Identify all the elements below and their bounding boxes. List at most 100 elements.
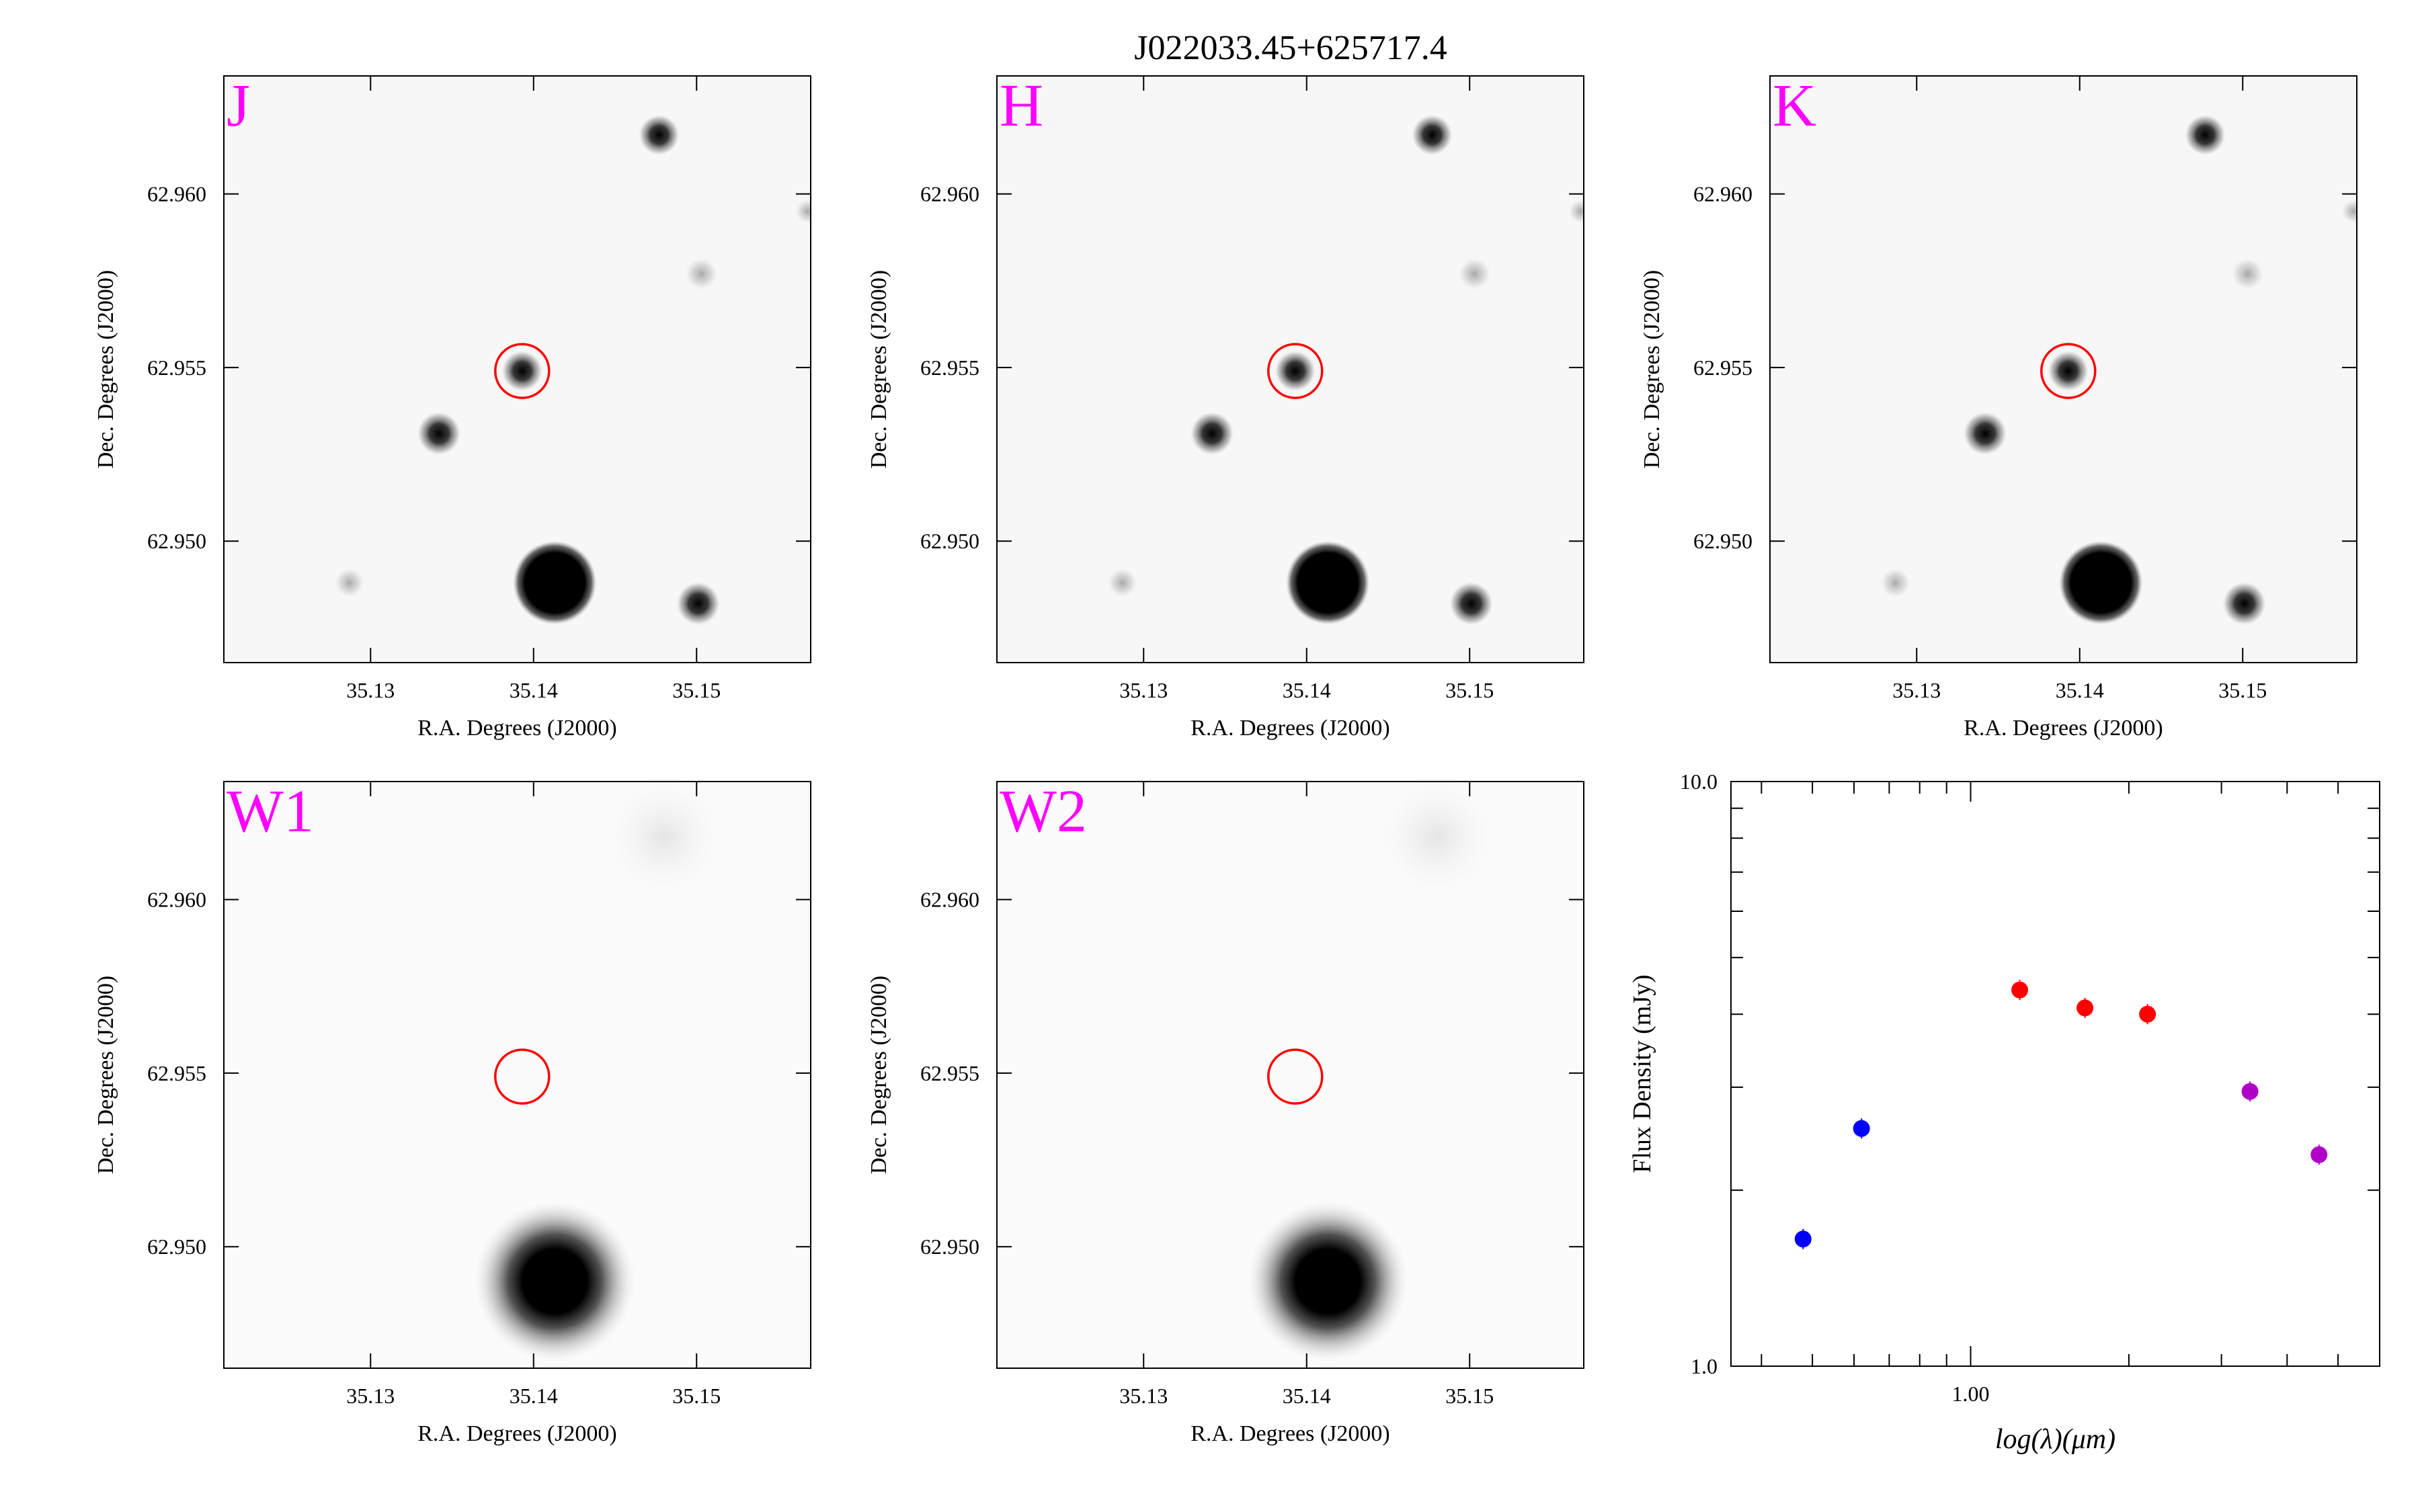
- x-tick-label: 35.15: [672, 678, 721, 702]
- panel-image: [997, 76, 1584, 663]
- x-tick-label: 35.13: [1119, 1384, 1168, 1408]
- star: [603, 782, 725, 898]
- star: [2059, 541, 2143, 625]
- panel-image: [224, 782, 811, 1368]
- sed-frame: [1730, 781, 2380, 1367]
- star: [1568, 199, 1584, 224]
- y-axis-label: Dec. Degrees (J2000): [866, 270, 891, 469]
- y-tick-label: 62.960: [920, 888, 979, 912]
- star: [2048, 351, 2089, 392]
- y-axis-label: Dec. Degrees (J2000): [1640, 270, 1664, 469]
- y-axis-label: Dec. Degrees (J2000): [93, 270, 118, 469]
- star: [2231, 257, 2264, 290]
- x-tick-label: 35.15: [1445, 678, 1494, 702]
- sed-point: [2241, 1083, 2259, 1100]
- panel-image: [997, 782, 1584, 1368]
- figure-title: J022033.45+625717.4: [1134, 29, 1447, 67]
- sed-x-axis-label: log(λ)(μm): [1995, 1424, 2115, 1455]
- band-label: K: [1773, 73, 1816, 139]
- target-circle: [494, 1048, 551, 1105]
- sed-y-axis-label: Flux Density (mJy): [1628, 974, 1656, 1173]
- y-tick-label: 62.955: [147, 1061, 206, 1085]
- sed-series-0: [1794, 1118, 1870, 1249]
- sed-series-2: [2241, 1081, 2328, 1165]
- y-tick-label: 62.955: [920, 355, 979, 380]
- star: [676, 582, 720, 626]
- sed-point: [2139, 1005, 2156, 1023]
- sed-y-tick-label: 1.0: [1691, 1354, 1718, 1378]
- sed-y-tick-label: 10.0: [1680, 769, 1718, 794]
- y-tick-label: 62.950: [1693, 529, 1752, 553]
- panel-j: J 35.13 35.14 35.15 62.960 62.955 62.950 R.A. D…: [93, 73, 811, 741]
- target-circle: [494, 343, 551, 399]
- x-tick-label: 35.13: [346, 678, 395, 702]
- star: [639, 114, 680, 155]
- y-axis-label: Dec. Degrees (J2000): [93, 976, 118, 1175]
- x-tick-label: 35.15: [672, 1384, 721, 1408]
- x-axis-label: R.A. Degrees (J2000): [1191, 716, 1390, 741]
- y-tick-label: 62.960: [147, 888, 206, 912]
- x-tick-label: 35.14: [510, 1384, 558, 1408]
- star: [795, 199, 811, 224]
- x-tick-label: 35.13: [346, 1384, 395, 1408]
- star: [2222, 582, 2266, 626]
- y-tick-label: 62.950: [920, 1234, 979, 1259]
- star: [1449, 582, 1493, 626]
- y-tick-label: 62.950: [920, 529, 979, 553]
- y-tick-label: 62.955: [920, 1061, 979, 1085]
- panel-image: [1770, 76, 2357, 663]
- star: [334, 568, 364, 598]
- star: [513, 541, 597, 625]
- x-axis-label: R.A. Degrees (J2000): [417, 716, 617, 741]
- star: [1376, 782, 1498, 898]
- y-tick-label: 62.960: [1693, 182, 1752, 206]
- y-tick-label: 62.960: [920, 182, 979, 206]
- star: [501, 351, 542, 392]
- target-circle: [1267, 343, 1324, 399]
- star: [1247, 1200, 1409, 1362]
- x-tick-label: 35.13: [1892, 678, 1941, 702]
- x-axis-label: R.A. Degrees (J2000): [1964, 716, 2163, 741]
- target-circle: [2040, 343, 2097, 399]
- star: [1286, 541, 1370, 625]
- x-tick-label: 35.13: [1119, 678, 1168, 702]
- star: [1964, 412, 2007, 456]
- panel-w1: W1 35.13 35.14 35.15 62.960 62.955 62.950 R.A. …: [93, 778, 811, 1446]
- panel-frame: [223, 75, 811, 663]
- panel-frame: [1769, 75, 2357, 663]
- sed-x-tick-label: 1.00: [1952, 1382, 1990, 1406]
- panel-k: K 35.13 35.14 35.15 62.960 62.955 62.950 R.A. D…: [1640, 73, 2357, 741]
- y-tick-label: 62.955: [1693, 355, 1752, 380]
- target-circle: [1267, 1048, 1324, 1105]
- x-axis-label: R.A. Degrees (J2000): [1191, 1421, 1390, 1446]
- star: [1191, 412, 1234, 456]
- x-tick-label: 35.14: [1283, 678, 1331, 702]
- y-tick-label: 62.960: [147, 182, 206, 206]
- x-tick-label: 35.14: [2056, 678, 2104, 702]
- y-tick-label: 62.950: [147, 1234, 206, 1259]
- star: [2185, 114, 2226, 155]
- sed-point: [1794, 1230, 1812, 1248]
- star: [1880, 568, 1910, 598]
- star: [685, 257, 718, 290]
- image-panels: J 35.13 35.14 35.15 62.960 62.955 62.950 R.A. D…: [93, 73, 2357, 1446]
- y-axis-label: Dec. Degrees (J2000): [866, 976, 891, 1175]
- sed-point: [1853, 1120, 1870, 1137]
- x-axis-label: R.A. Degrees (J2000): [417, 1421, 617, 1446]
- x-tick-label: 35.15: [2218, 678, 2267, 702]
- sed-point: [2310, 1146, 2328, 1163]
- band-label: J: [227, 73, 250, 139]
- x-tick-label: 35.15: [1445, 1384, 1494, 1408]
- sed-point: [2076, 999, 2094, 1017]
- sed-point: [2011, 981, 2029, 999]
- panel-w2: W2 35.13 35.14 35.15 62.960 62.955 62.950 R.A. …: [866, 778, 1584, 1446]
- y-tick-label: 62.950: [147, 529, 206, 553]
- x-tick-label: 35.14: [1283, 1384, 1331, 1408]
- star: [1458, 257, 1491, 290]
- panel-image: [224, 76, 811, 663]
- panel-frame: [996, 781, 1584, 1369]
- band-label: H: [1000, 73, 1043, 139]
- y-tick-label: 62.955: [147, 355, 206, 380]
